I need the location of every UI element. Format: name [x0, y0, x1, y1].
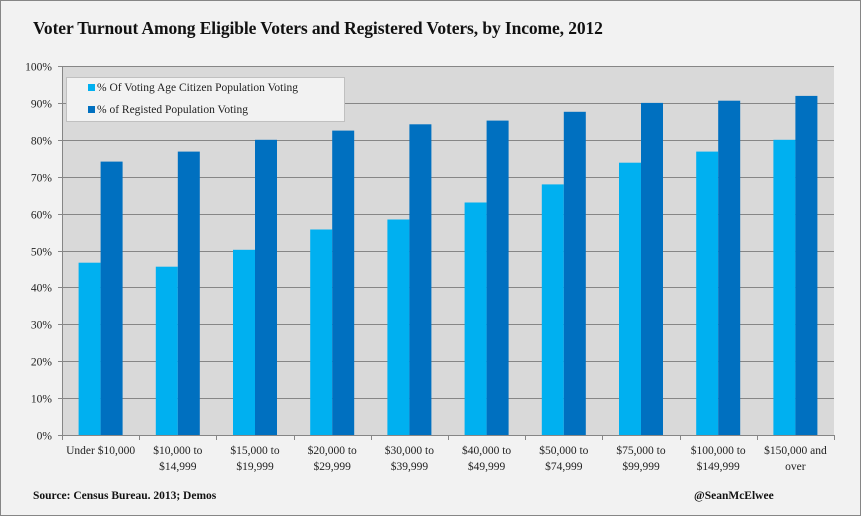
x-axis-ticks: Under $10,000 $10,000 to $14,999 $15,000 to…	[62, 435, 835, 473]
bar-registered	[486, 120, 509, 435]
legend-box	[66, 77, 345, 122]
legend-swatch-light	[88, 84, 95, 91]
bar-registered	[100, 161, 123, 435]
bar-voting-age-citizen	[155, 266, 178, 435]
y-axis-ticks: 0% 10% 20% 30% 40% 50% 60% 70% 80% 90% 100%	[25, 62, 62, 443]
x-tick-label: $20,000 to $29,999	[308, 444, 357, 473]
legend-label-registered: % of Registed Population Voting	[97, 104, 248, 116]
bar-voting-age-citizen	[78, 262, 101, 435]
y-tick-label: 0%	[37, 431, 53, 443]
legend: % Of Voting Age Citizen Population Votin…	[66, 77, 345, 122]
y-tick-label: 40%	[31, 283, 53, 295]
bar-voting-age-citizen	[464, 202, 487, 435]
x-tick-label: $30,000 to $39,999	[385, 444, 434, 473]
bar-voting-age-citizen	[696, 151, 719, 435]
y-tick-label: 30%	[31, 320, 53, 332]
bar-voting-age-citizen	[773, 139, 796, 436]
bar-voting-age-citizen	[310, 229, 333, 435]
bar-registered	[409, 124, 432, 436]
bar-voting-age-citizen	[541, 184, 564, 435]
bar-registered	[255, 139, 277, 436]
bar-registered	[332, 130, 355, 435]
y-tick-label: 60%	[31, 210, 53, 222]
bars	[78, 95, 818, 436]
bar-registered	[795, 95, 818, 436]
source-note: Source: Census Bureau. 2013; Demos	[33, 490, 217, 502]
bar-voting-age-citizen	[387, 219, 410, 435]
y-tick-label: 70%	[31, 173, 53, 185]
bar-registered	[563, 111, 586, 436]
y-tick-label: 100%	[25, 62, 52, 74]
author-credit: @SeanMcElwee	[694, 490, 774, 502]
y-tick-label: 80%	[31, 136, 53, 148]
x-tick-label: Under $10,000	[66, 444, 135, 457]
x-tick-label: $50,000 to $74,999	[539, 444, 588, 473]
bar-registered	[718, 100, 741, 435]
x-tick-label: $15,000 to $19,999	[230, 444, 279, 473]
y-tick-label: 10%	[31, 394, 53, 406]
y-tick-label: 20%	[31, 357, 53, 369]
bar-registered	[177, 151, 200, 435]
legend-label-voting-age-citizen: % Of Voting Age Citizen Population Votin…	[97, 82, 298, 94]
chart-title: Voter Turnout Among Eligible Voters and …	[33, 18, 603, 38]
x-tick-label: $100,000 to $149,999	[691, 444, 746, 473]
y-tick-label: 50%	[31, 247, 53, 259]
x-tick-label: $150,000 and over	[764, 444, 827, 473]
bar-registered	[641, 102, 663, 436]
bar-voting-age-citizen	[233, 249, 255, 435]
x-tick-label: $10,000 to $14,999	[153, 444, 202, 473]
legend-swatch-dark	[88, 106, 95, 113]
bar-voting-age-citizen	[619, 162, 641, 435]
x-tick-label: $40,000 to $49,999	[462, 444, 511, 473]
y-tick-label: 90%	[31, 99, 53, 111]
x-tick-label: $75,000 to $99,999	[616, 444, 665, 473]
